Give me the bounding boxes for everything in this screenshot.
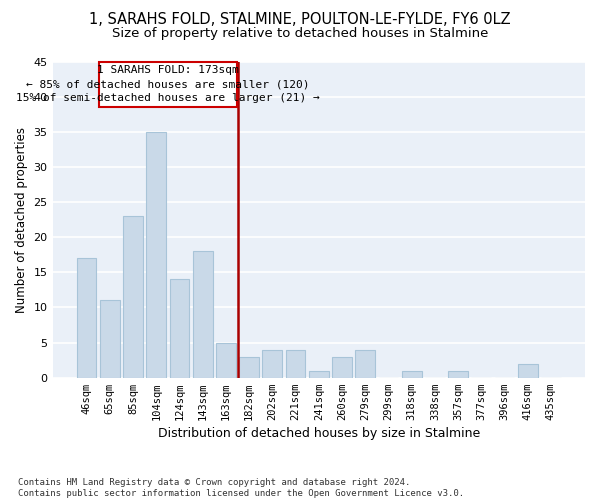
Bar bbox=[332, 356, 352, 378]
Bar bbox=[402, 370, 422, 378]
Bar bbox=[216, 342, 236, 378]
Text: 1 SARAHS FOLD: 173sqm
← 85% of detached houses are smaller (120)
15% of semi-det: 1 SARAHS FOLD: 173sqm ← 85% of detached … bbox=[16, 66, 320, 104]
Bar bbox=[518, 364, 538, 378]
Text: Size of property relative to detached houses in Stalmine: Size of property relative to detached ho… bbox=[112, 28, 488, 40]
Bar bbox=[146, 132, 166, 378]
Bar bbox=[448, 370, 468, 378]
FancyBboxPatch shape bbox=[98, 62, 237, 107]
Bar bbox=[262, 350, 282, 378]
Bar bbox=[355, 350, 375, 378]
Bar bbox=[309, 370, 329, 378]
Bar bbox=[100, 300, 119, 378]
Bar bbox=[286, 350, 305, 378]
Y-axis label: Number of detached properties: Number of detached properties bbox=[15, 126, 28, 312]
Bar bbox=[123, 216, 143, 378]
Bar bbox=[239, 356, 259, 378]
Bar bbox=[170, 280, 190, 378]
Bar bbox=[77, 258, 97, 378]
Text: Contains HM Land Registry data © Crown copyright and database right 2024.
Contai: Contains HM Land Registry data © Crown c… bbox=[18, 478, 464, 498]
X-axis label: Distribution of detached houses by size in Stalmine: Distribution of detached houses by size … bbox=[158, 427, 480, 440]
Bar bbox=[193, 251, 212, 378]
Text: 1, SARAHS FOLD, STALMINE, POULTON-LE-FYLDE, FY6 0LZ: 1, SARAHS FOLD, STALMINE, POULTON-LE-FYL… bbox=[89, 12, 511, 28]
